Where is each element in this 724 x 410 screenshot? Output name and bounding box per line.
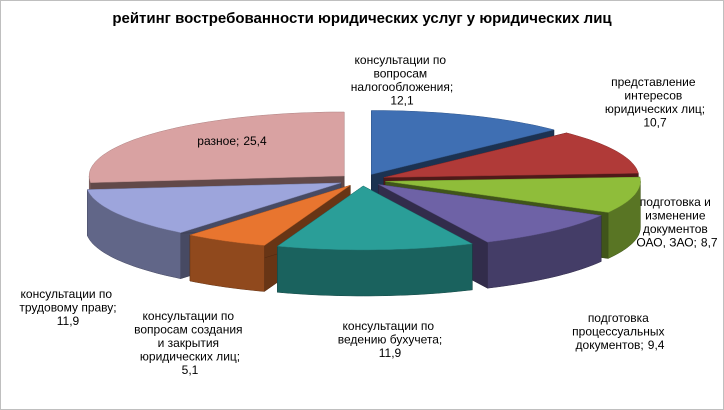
slice [385,176,641,213]
data-label: подготовка и изменение документов ОАО, З… [636,195,714,250]
slice [276,185,474,251]
chart-title: рейтинг востребованности юридических усл… [112,10,612,27]
value-label: 12,1 [390,94,414,108]
value-label: 10,7 [643,116,667,130]
data-label: консультации по вопросам налогообложения… [351,53,453,94]
data-label: консультации по ведению бухучета; [338,319,443,347]
data-label: представление интересов юридических лиц; [605,75,705,116]
value-label: 25,4 [243,134,267,148]
slice [378,184,603,243]
value-label: 11,9 [379,346,402,360]
value-label: 9,4 [648,338,665,352]
value-label: 8,7 [701,236,718,250]
data-label: разное; [197,134,239,148]
slice-side [277,243,473,297]
slice [189,185,351,246]
data-label: консультации по трудовому праву; [19,287,116,315]
slice [383,132,639,178]
slice [371,110,555,175]
data-label: подготовка процессуальных документов; [572,311,668,352]
value-label: 5,1 [182,363,199,377]
data-label: консультации по вопросам создания и закр… [134,309,246,364]
value-label: 11,9 [57,314,80,328]
slice [88,111,345,183]
slice [86,182,341,233]
